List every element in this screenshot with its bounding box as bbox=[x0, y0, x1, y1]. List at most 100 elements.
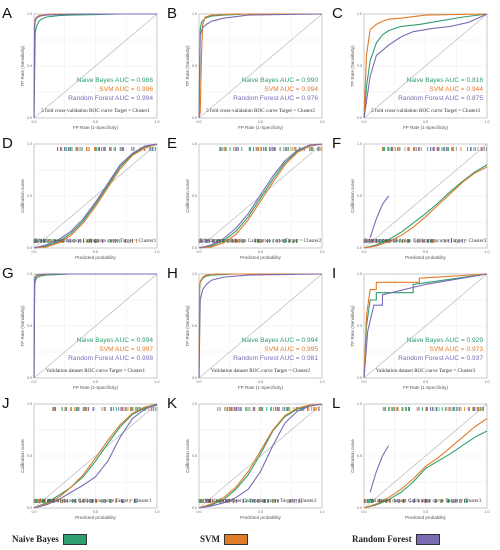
y-axis-label: Calibration curve bbox=[20, 439, 25, 473]
panel-letter: H bbox=[167, 265, 178, 282]
y-tick-label: 1.0 bbox=[357, 12, 362, 16]
y-tick-label: 0.0 bbox=[192, 116, 197, 120]
y-tick-label: 0.5 bbox=[357, 454, 362, 458]
y-tick-label: 0.0 bbox=[357, 376, 362, 380]
panel-letter: C bbox=[332, 5, 343, 22]
y-tick-label: 0.5 bbox=[192, 454, 197, 458]
x-tick-label: 0.0 bbox=[32, 120, 37, 124]
x-tick-label: 0.5 bbox=[423, 250, 428, 254]
y-tick-label: 0.5 bbox=[27, 64, 32, 68]
auc-label: Random Forest AUC = 0.875 bbox=[398, 95, 483, 102]
x-tick-label: 0.0 bbox=[32, 250, 37, 254]
legend-label: Naive Bayes bbox=[12, 534, 59, 544]
y-axis-label: Calibration curve bbox=[20, 179, 25, 213]
legend-label: Random Forest bbox=[352, 534, 412, 544]
panel-letter: L bbox=[332, 395, 340, 412]
legend-swatch bbox=[415, 533, 440, 545]
x-tick-label: 0.0 bbox=[362, 250, 367, 254]
series-line-rf bbox=[363, 273, 488, 379]
panel-a: A FP Rate (1-Specificity) TP Rate (Sensiti… bbox=[2, 5, 160, 130]
series-line-nb bbox=[198, 403, 323, 509]
series-line-nb bbox=[33, 404, 158, 509]
auc-label: Random Forest AUC = 0.998 bbox=[68, 355, 153, 362]
x-axis-label: FP Rate (1-Specificity) bbox=[403, 125, 448, 130]
panel-caption: 5 fold cross-validation Calibration curv… bbox=[200, 237, 322, 244]
series-line-rf bbox=[33, 143, 158, 249]
y-tick-label: 0.0 bbox=[27, 116, 32, 120]
x-axis-label: FP Rate (1-Specificity) bbox=[238, 125, 283, 130]
y-tick-label: 0.5 bbox=[357, 194, 362, 198]
x-tick-label: 1.0 bbox=[485, 510, 490, 514]
x-axis-label: Predicted probability bbox=[405, 255, 447, 260]
y-tick-label: 0.5 bbox=[27, 454, 32, 458]
y-tick-label: 0.5 bbox=[27, 324, 32, 328]
y-axis-label: TP Rate (Sensitivity) bbox=[20, 45, 25, 86]
x-axis-label: FP Rate (1-Specificity) bbox=[238, 385, 283, 390]
x-axis-label: FP Rate (1-Specificity) bbox=[73, 125, 118, 130]
y-tick-label: 1.0 bbox=[27, 142, 32, 146]
series-line-svm bbox=[198, 403, 323, 509]
y-axis-label: TP Rate (Sensitivity) bbox=[20, 305, 25, 346]
x-tick-label: 1.0 bbox=[155, 250, 160, 254]
x-tick-label: 0.0 bbox=[32, 380, 37, 384]
y-axis-label: Calibration curve bbox=[185, 179, 190, 213]
x-axis-label: Predicted probability bbox=[75, 255, 117, 260]
series-line-rf bbox=[198, 403, 323, 509]
x-tick-label: 0.5 bbox=[93, 250, 98, 254]
panel-i: I FP Rate (1-Specificity) TP Rate (Sensiti… bbox=[332, 265, 490, 390]
y-axis-label: Calibration curve bbox=[350, 439, 355, 473]
x-tick-label: 0.5 bbox=[258, 380, 263, 384]
auc-label: Naive Bayes AUC = 0.986 bbox=[77, 77, 154, 84]
auc-label: SVM AUC = 0.944 bbox=[429, 86, 483, 93]
y-tick-label: 0.0 bbox=[27, 506, 32, 510]
series-line-svm bbox=[33, 403, 158, 509]
y-axis-label: Calibration curve bbox=[185, 439, 190, 473]
panel-letter: J bbox=[2, 395, 10, 412]
diagonal-line bbox=[33, 143, 158, 249]
y-axis-label: TP Rate (Sensitivity) bbox=[350, 305, 355, 346]
x-tick-label: 1.0 bbox=[320, 510, 325, 514]
x-tick-label: 0.0 bbox=[197, 120, 202, 124]
y-tick-label: 0.5 bbox=[27, 194, 32, 198]
auc-label: SVM AUC = 0.996 bbox=[99, 86, 153, 93]
x-axis-label: Predicted probability bbox=[405, 515, 447, 520]
y-tick-label: 1.0 bbox=[357, 142, 362, 146]
legend-item-svm: SVM bbox=[200, 532, 248, 546]
diagonal-line bbox=[198, 13, 323, 119]
auc-label: Naive Bayes AUC = 0.994 bbox=[242, 337, 319, 344]
x-axis-label: FP Rate (1-Specificity) bbox=[73, 385, 118, 390]
diagonal-line bbox=[198, 273, 323, 379]
series-line-rf bbox=[198, 143, 323, 249]
x-tick-label: 1.0 bbox=[485, 250, 490, 254]
y-axis-label: TP Rate (Sensitivity) bbox=[185, 305, 190, 346]
y-tick-label: 0.5 bbox=[192, 194, 197, 198]
diagonal-line bbox=[33, 403, 158, 509]
y-tick-label: 1.0 bbox=[192, 402, 197, 406]
x-axis-label: Predicted probability bbox=[75, 515, 117, 520]
panel-c: C FP Rate (1-Specificity) TP Rate (Sensiti… bbox=[332, 5, 490, 130]
series-line-svm bbox=[198, 13, 322, 119]
panel-caption: 5 fold cross-validation ROC curve Target… bbox=[41, 107, 150, 114]
x-tick-label: 0.5 bbox=[258, 120, 263, 124]
x-tick-label: 0.5 bbox=[423, 120, 428, 124]
series-line-rf bbox=[363, 13, 488, 119]
x-axis-label: Predicted probability bbox=[240, 515, 282, 520]
y-tick-label: 1.0 bbox=[27, 402, 32, 406]
y-tick-label: 0.0 bbox=[357, 116, 362, 120]
diagonal-line bbox=[363, 143, 488, 249]
panel-b: B FP Rate (1-Specificity) TP Rate (Sensiti… bbox=[167, 5, 325, 130]
x-tick-label: 0.5 bbox=[258, 510, 263, 514]
panel-caption: Validation dataset ROC curve Target = Cl… bbox=[376, 368, 476, 374]
x-tick-label: 0.0 bbox=[32, 510, 37, 514]
series-line-svm bbox=[363, 166, 488, 249]
diagonal-line bbox=[363, 403, 488, 509]
panel-letter: F bbox=[332, 135, 341, 152]
x-tick-label: 1.0 bbox=[155, 120, 160, 124]
x-tick-label: 1.0 bbox=[155, 380, 160, 384]
series-line-nb bbox=[363, 13, 488, 119]
series-line-nb bbox=[33, 143, 158, 249]
series-line-nb bbox=[363, 430, 488, 509]
